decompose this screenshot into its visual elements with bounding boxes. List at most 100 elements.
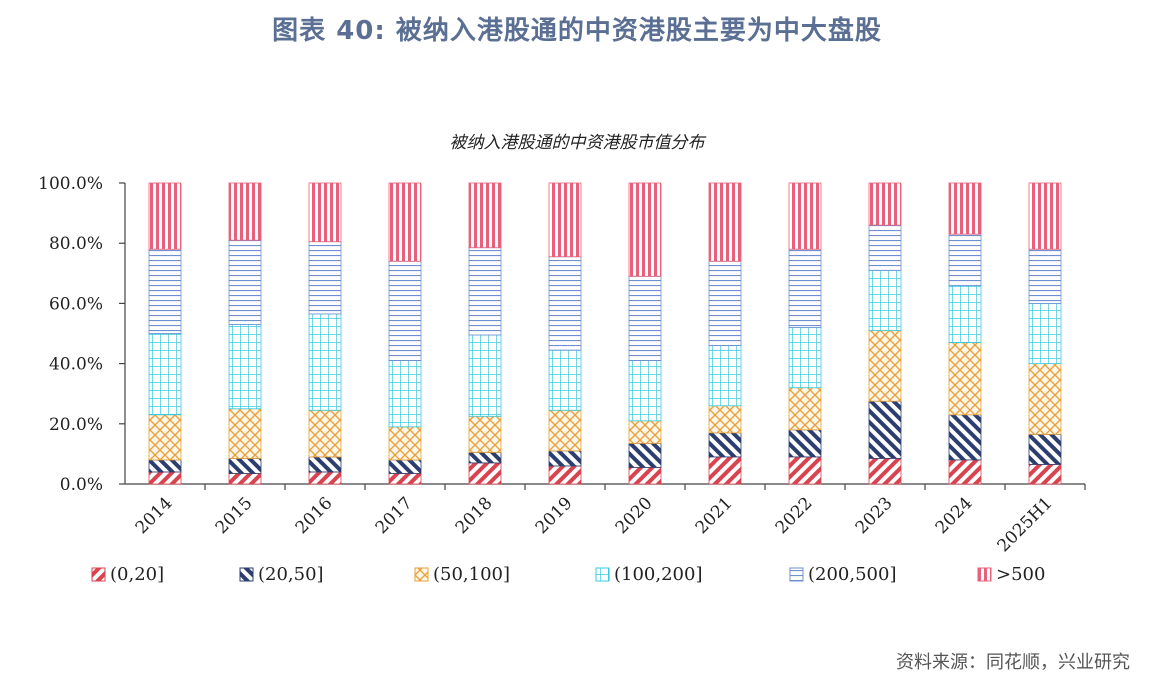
bar-2017-50-100 [388,426,422,461]
legend-label: (20,50] [258,564,324,585]
bar-2018-0-20 [468,462,502,485]
bar-2025H1-0-20 [1028,464,1062,485]
bar-2019-50-100 [548,409,582,452]
bar-2018-200-500 [468,247,502,336]
bar-2024-20-50 [948,414,982,461]
bar-2024-500 [948,182,982,235]
bar-2019-100-200 [548,349,582,411]
legend-label: (0,20] [110,564,164,585]
page-title: 图表 40: 被纳入港股通的中资港股主要为中大盘股 [272,16,882,46]
bar-2024-100-200 [948,284,982,343]
bar-2020-100-200 [628,360,662,422]
bar-2017-0-20 [388,473,422,485]
y-tick-label: 60.0% [49,294,103,314]
legend-swatch [414,567,429,582]
bar-2022-0-20 [788,456,822,485]
bar-2021-50-100 [708,405,742,434]
y-tick-label: 40.0% [49,355,103,375]
bar-2024-0-20 [948,459,982,485]
bar-2024-50-100 [948,342,982,416]
legend-label: (200,500] [808,564,896,585]
bar-2021-20-50 [708,432,742,458]
bar-2022-500 [788,182,822,250]
bar-2020-50-100 [628,420,662,444]
bar-2015-0-20 [228,473,262,485]
legend-swatch [239,567,254,582]
bar-2014-50-100 [148,414,182,461]
bar-2023-20-50 [868,400,902,459]
bar-2023-100-200 [868,269,902,331]
bar-2021-100-200 [708,345,742,407]
bar-2018-100-200 [468,334,502,417]
bar-2025H1-200-500 [1028,248,1062,304]
bar-2019-500 [548,182,582,258]
bar-2019-0-20 [548,465,582,485]
x-tick-label: 2021 [692,493,737,538]
legend-item-0-20: (0,20] [91,564,164,585]
bar-2018-500 [468,182,502,249]
legend-label: >500 [996,564,1045,585]
bar-2018-50-100 [468,415,502,453]
bar-2020-200-500 [628,275,662,361]
legend-swatch [789,567,804,582]
x-tick-label: 2018 [452,493,497,538]
x-tick-label: 2016 [292,493,337,538]
bar-2020-0-20 [628,467,662,485]
bar-2016-100-200 [308,313,342,411]
bar-2015-500 [228,182,262,241]
bar-2019-20-50 [548,450,582,467]
x-tick-label: 2025H1 [994,493,1057,556]
chart-title: 被纳入港股通的中资港股市值分布 [450,133,707,153]
bar-2014-100-200 [148,333,182,416]
bar-2023-0-20 [868,458,902,485]
legend-item-200-500: (200,500] [789,564,896,585]
bar-2015-50-100 [228,408,262,459]
legend-item-500: >500 [977,564,1045,585]
bar-2021-500 [708,182,742,262]
bar-2019-200-500 [548,256,582,351]
bar-2025H1-100-200 [1028,302,1062,364]
x-tick-label: 2017 [372,493,417,538]
bar-2017-200-500 [388,260,422,361]
bar-2016-0-20 [308,471,342,485]
bar-2023-500 [868,182,902,226]
bar-2015-20-50 [228,458,262,474]
bar-2021-200-500 [708,260,742,346]
y-tick-label: 0.0% [60,475,103,495]
legend-item-100-200: (100,200] [595,564,702,585]
legend-label: (50,100] [433,564,510,585]
bar-2016-20-50 [308,456,342,473]
bar-2016-500 [308,182,342,243]
x-tick-label: 2024 [932,493,977,538]
legend-swatch [595,567,610,582]
bar-2018-20-50 [468,451,502,464]
bar-2014-500 [148,182,182,250]
bar-2014-20-50 [148,459,182,473]
bar-2022-50-100 [788,387,822,431]
bar-2023-200-500 [868,224,902,271]
bar-2016-200-500 [308,241,342,315]
bar-2021-0-20 [708,456,742,485]
x-tick-label: 2020 [612,493,657,538]
legend-item-20-50: (20,50] [239,564,324,585]
bar-2020-20-50 [628,442,662,468]
bar-2025H1-500 [1028,182,1062,250]
bar-2024-200-500 [948,233,982,286]
bar-2017-20-50 [388,459,422,474]
y-tick-label: 100.0% [38,174,103,194]
x-tick-label: 2019 [532,493,577,538]
bar-2022-100-200 [788,327,822,389]
stacked-bar-chart: 被纳入港股通的中资港股市值分布 0.0% 20.0% 40.0% 60.0% 80.0%… [0,110,1154,610]
chart-svg: 被纳入港股通的中资港股市值分布 0.0% 20.0% 40.0% 60.0% 80.0%… [38,133,1086,585]
x-tick-label: 2015 [212,493,257,538]
x-tick-label: 2022 [772,493,817,538]
bar-2016-50-100 [308,409,342,458]
bar-2017-500 [388,182,422,262]
bar-2015-200-500 [228,239,262,325]
bar-2014-0-20 [148,471,182,485]
bar-2022-20-50 [788,429,822,458]
x-tick-label: 2014 [132,493,177,538]
bar-2025H1-50-100 [1028,363,1062,435]
bar-2020-500 [628,182,662,277]
bar-2015-100-200 [228,324,262,410]
